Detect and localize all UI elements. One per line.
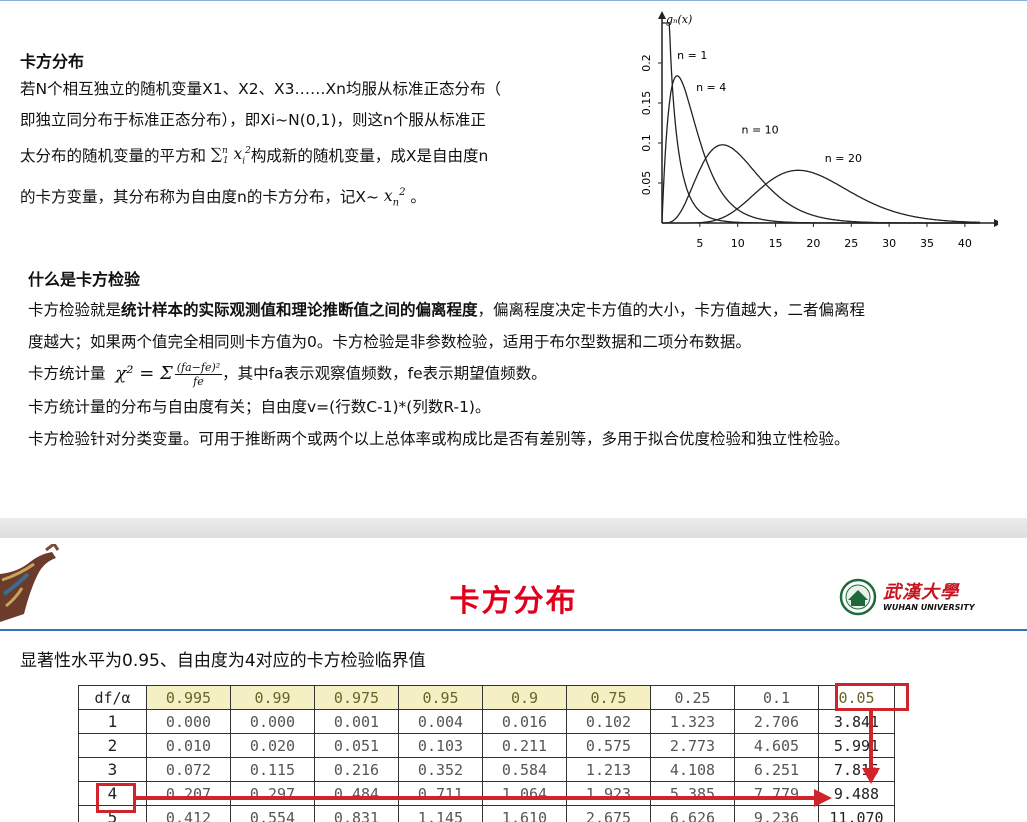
chi-distribution-paragraph: 若N个相互独立的随机变量X1、X2、X3……Xn均服从标准正态分布（ 即独立同分… bbox=[20, 74, 580, 219]
table-corner-cell: df/α bbox=[78, 685, 147, 710]
slide-separator bbox=[0, 518, 1027, 538]
critical-value-cell: 6.251 bbox=[734, 757, 819, 782]
para2-line2: 度越大；如果两个值完全相同则卡方值为0。卡方检验是非参数检验，适用于布尔型数据和… bbox=[28, 332, 751, 351]
critical-value-cell: 5.991 bbox=[818, 733, 895, 758]
critical-value-cell: 0.412 bbox=[146, 805, 231, 822]
table-row: 4 0.207 0.297 0.484 0.711 1.064 1.923 5.385 7.77… bbox=[78, 781, 895, 806]
chi-test-paragraph: 卡方检验就是统计样本的实际观测值和理论推断值之间的偏离程度，偏离程度决定卡方值的… bbox=[28, 295, 1008, 455]
df-cell: 2 bbox=[78, 733, 147, 758]
critical-value-cell: 11.070 bbox=[818, 805, 895, 822]
critical-value-cell: 2.706 bbox=[734, 709, 819, 734]
alpha-header-0.995: 0.995 bbox=[146, 685, 231, 710]
university-emblem-icon bbox=[839, 578, 877, 616]
para1-line3: 太分布的随机变量的平方和 ∑n1 xi2构成新的随机变量，成X是自由度n bbox=[20, 136, 580, 177]
critical-value-cell: 0.831 bbox=[314, 805, 399, 822]
table-row: 2 0.010 0.020 0.051 0.103 0.211 0.575 2.773 4.60… bbox=[78, 733, 895, 758]
table-row: 3 0.072 0.115 0.216 0.352 0.584 1.213 4.108 6.25… bbox=[78, 757, 895, 782]
table-row: 5 0.412 0.554 0.831 1.145 1.610 2.675 6.626 9.23… bbox=[78, 805, 895, 822]
critical-value-cell: 2.773 bbox=[650, 733, 735, 758]
chi-var-notation: xn2 bbox=[383, 187, 406, 209]
para2-line1: 卡方检验就是统计样本的实际观测值和理论推断值之间的偏离程度，偏离程度决定卡方值的… bbox=[28, 301, 866, 319]
para1-line2: 即独立同分布于标准正态分布），即Xi~N(0,1)，则这n个服从标准正 bbox=[20, 111, 486, 129]
critical-value-cell: 0.352 bbox=[398, 757, 483, 782]
series-label-n20: n = 20 bbox=[825, 152, 862, 165]
para2-line3: 卡方统计量 χ² = Σ (fa−fe)² fe ，其中fa表示观察值频数，fe表示期… bbox=[28, 358, 1008, 392]
highlight-alpha-0.05 bbox=[835, 683, 909, 711]
critical-value-cell: 2.675 bbox=[566, 805, 651, 822]
x-axis-arrow bbox=[994, 219, 998, 227]
series-line-n4 bbox=[661, 75, 980, 224]
alpha-header-0.95: 0.95 bbox=[398, 685, 483, 710]
para2-line4: 卡方统计量的分布与自由度有关；自由度v=(行数C-1)*(列数R-1)。 bbox=[28, 398, 491, 416]
university-logo: 武漢大學 WUHAN UNIVERSITY bbox=[839, 578, 979, 620]
y-axis-label: gₙ(x) bbox=[666, 13, 692, 26]
alpha-header-0.75: 0.75 bbox=[566, 685, 651, 710]
slide-title: 卡方分布 bbox=[449, 584, 578, 619]
critical-value-cell: 1.145 bbox=[398, 805, 483, 822]
series-line-n10 bbox=[662, 144, 980, 224]
title-underline bbox=[0, 629, 1027, 631]
lookup-arrows bbox=[136, 711, 880, 807]
x-tick-label: 30 bbox=[882, 237, 896, 250]
critical-value-cell: 0.051 bbox=[314, 733, 399, 758]
critical-value-cell: 1.323 bbox=[650, 709, 735, 734]
critical-value-cell: 0.000 bbox=[230, 709, 315, 734]
critical-value-cell: 0.016 bbox=[482, 709, 567, 734]
x-tick-label: 10 bbox=[731, 237, 745, 250]
chi-statistic-formula: χ² = Σ (fa−fe)² fe bbox=[115, 360, 223, 388]
sum-formula: ∑n1 xi2 bbox=[210, 145, 251, 167]
df-cell: 3 bbox=[78, 757, 147, 782]
critical-value-cell: 0.072 bbox=[146, 757, 231, 782]
slide-chi-square-intro: 卡方分布 若N个相互独立的随机变量X1、X2、X3……Xn均服从标准正态分布（ … bbox=[0, 0, 1027, 455]
critical-value-cell: 9.488 bbox=[818, 781, 895, 806]
alpha-header-0.05: 0.05 bbox=[818, 685, 895, 710]
alpha-header-0.975: 0.975 bbox=[314, 685, 399, 710]
df-cell: 1 bbox=[78, 709, 147, 734]
critical-value-cell: 0.584 bbox=[482, 757, 567, 782]
section-heading-chi-test: 什么是卡方检验 bbox=[28, 270, 141, 289]
para1-line4: 的卡方变量，其分布称为自由度n的卡方分布，记X~ xn2 。 bbox=[20, 177, 580, 218]
chi-square-density-chart: gₙ(x)x5101520253035400.050.10.150.2n = 1… bbox=[640, 11, 998, 250]
table-row: 1 0.000 0.000 0.001 0.004 0.016 0.102 1.323 2.70… bbox=[78, 709, 895, 734]
series-line-n20 bbox=[662, 169, 980, 224]
series-label-n4: n = 4 bbox=[696, 81, 726, 94]
para1-line1: 若N个相互独立的随机变量X1、X2、X3……Xn均服从标准正态分布（ bbox=[20, 80, 501, 98]
logo-english-name: WUHAN UNIVERSITY bbox=[883, 603, 975, 612]
highlight-df-4 bbox=[96, 783, 136, 813]
logo-chinese-name: 武漢大學 bbox=[883, 582, 959, 603]
critical-value-cell: 1.610 bbox=[482, 805, 567, 822]
para2-line5: 卡方检验针对分类变量。可用于推断两个或两个以上总体率或构成比是否有差别等，多用于… bbox=[28, 429, 850, 448]
x-tick-label: 15 bbox=[769, 237, 783, 250]
critical-value-cell: 9.236 bbox=[734, 805, 819, 822]
y-tick-label: 0.05 bbox=[640, 171, 653, 196]
x-tick-label: 20 bbox=[806, 237, 820, 250]
pavilion-roof-decoration bbox=[0, 544, 60, 622]
critical-value-cell: 6.626 bbox=[650, 805, 735, 822]
x-tick-label: 5 bbox=[696, 237, 703, 250]
alpha-header-0.25: 0.25 bbox=[650, 685, 735, 710]
critical-value-cell: 0.575 bbox=[566, 733, 651, 758]
alpha-header-0.9: 0.9 bbox=[482, 685, 567, 710]
critical-value-cell: 0.010 bbox=[146, 733, 231, 758]
critical-value-cell: 4.108 bbox=[650, 757, 735, 782]
series-label-n10: n = 10 bbox=[742, 123, 779, 136]
series-line-n1 bbox=[662, 22, 980, 224]
section-heading-chi-distribution: 卡方分布 bbox=[20, 52, 85, 71]
alpha-header-0.99: 0.99 bbox=[230, 685, 315, 710]
table-caption: 显著性水平为0.95、自由度为4对应的卡方检验临界值 bbox=[20, 651, 426, 671]
y-tick-label: 0.2 bbox=[640, 54, 653, 72]
y-axis-arrow bbox=[658, 11, 666, 19]
y-tick-label: 0.15 bbox=[640, 91, 653, 116]
critical-value-cell: 0.554 bbox=[230, 805, 315, 822]
x-tick-label: 35 bbox=[920, 237, 934, 250]
series-label-n1: n = 1 bbox=[677, 49, 707, 62]
slide-chi-square-table: 卡方分布 武漢大學 WUHAN UNIVERSITY 显著性水平为0.95、自由… bbox=[0, 538, 1027, 822]
x-tick-label: 25 bbox=[844, 237, 858, 250]
x-tick-label: 40 bbox=[958, 237, 972, 250]
chi-square-critical-value-table: df/α 0.995 0.99 0.975 0.95 0.9 0.75 0.25 0.1 0.0… bbox=[78, 685, 895, 822]
y-tick-label: 0.1 bbox=[640, 134, 653, 152]
